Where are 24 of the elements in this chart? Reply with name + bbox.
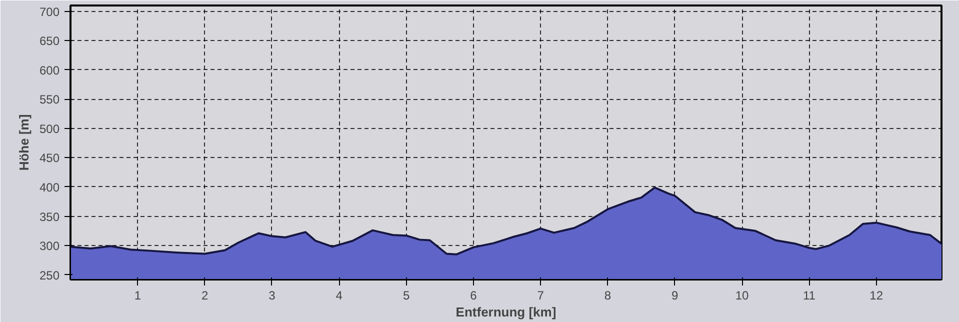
x-tick-label: 10 xyxy=(735,288,750,302)
x-tick-label: 3 xyxy=(268,288,276,302)
x-tick-label: 5 xyxy=(402,288,410,302)
y-tick-label: 250 xyxy=(39,268,60,282)
y-tick-label: 600 xyxy=(39,63,60,78)
x-tick-label: 4 xyxy=(336,288,343,302)
x-tick-label: 12 xyxy=(870,288,884,302)
x-tick-label: 9 xyxy=(672,288,679,302)
y-tick-label: 500 xyxy=(39,122,60,136)
y-tick-label: 400 xyxy=(39,180,60,194)
x-tick-label: 8 xyxy=(604,288,612,302)
y-tick-label: 350 xyxy=(39,210,60,224)
y-tick-label: 550 xyxy=(39,92,60,107)
y-tick-label: 650 xyxy=(39,34,60,48)
x-tick-label: 1 xyxy=(134,288,142,302)
y-tick-label: 300 xyxy=(39,239,60,254)
y-axis-title: Höhe [m] xyxy=(16,114,32,171)
x-tick-label: 6 xyxy=(470,288,478,302)
x-axis-title: Entfernung [km] xyxy=(456,304,556,320)
x-tick-label: 11 xyxy=(802,288,816,302)
y-tick-label: 700 xyxy=(39,4,60,19)
x-tick-label: 2 xyxy=(201,288,208,302)
y-tick-label: 450 xyxy=(39,151,60,166)
x-tick-label: 7 xyxy=(537,288,544,302)
